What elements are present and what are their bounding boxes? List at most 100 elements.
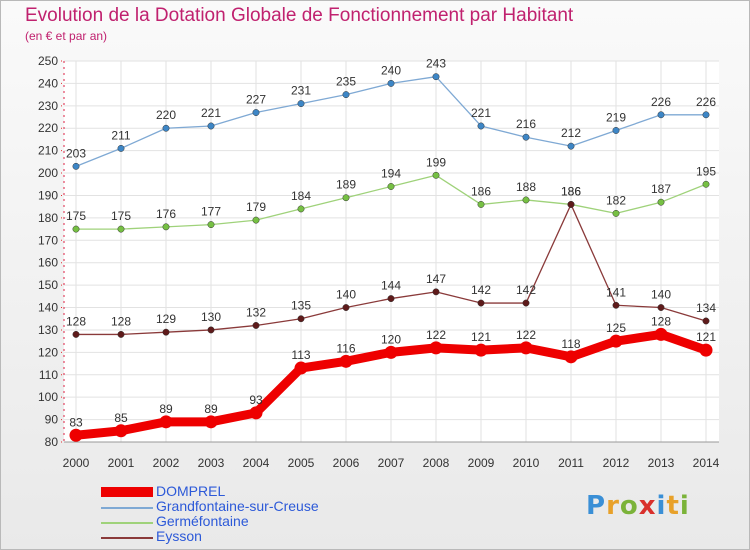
x-tick-label: 2001: [108, 456, 135, 470]
y-tick-label: 250: [38, 54, 58, 68]
data-label: 226: [651, 95, 671, 109]
x-tick-label: 2005: [288, 456, 315, 470]
data-label: 93: [249, 393, 263, 407]
logo-letter: x: [638, 491, 657, 521]
data-label: 120: [381, 332, 401, 346]
x-tick-label: 2011: [558, 456, 584, 470]
data-point: [564, 350, 578, 364]
data-label: 203: [66, 146, 86, 160]
data-point: [162, 223, 170, 231]
data-point: [159, 415, 173, 429]
data-point: [342, 194, 350, 202]
data-point: [432, 288, 440, 296]
data-point: [207, 221, 215, 229]
data-label: 220: [156, 108, 176, 122]
data-point: [117, 225, 125, 233]
data-label: 194: [381, 167, 401, 181]
x-tick-label: 2000: [63, 456, 90, 470]
data-label: 216: [516, 117, 536, 131]
data-point: [432, 73, 440, 81]
y-tick-label: 130: [38, 323, 58, 337]
logo-letter: t: [666, 491, 680, 521]
x-tick-label: 2013: [648, 456, 675, 470]
data-point: [657, 198, 665, 206]
data-point: [432, 171, 440, 179]
data-point: [342, 91, 350, 99]
logo-letter: i: [679, 491, 690, 521]
y-tick-label: 80: [45, 435, 59, 449]
data-point: [297, 100, 305, 108]
data-label: 231: [291, 84, 311, 98]
x-tick-label: 2012: [603, 456, 630, 470]
data-point: [654, 327, 668, 341]
y-tick-label: 110: [39, 368, 58, 382]
legend-label: DOMPREL: [156, 483, 226, 499]
y-tick-label: 180: [38, 211, 58, 225]
data-label: 211: [111, 128, 130, 142]
data-point: [249, 406, 263, 420]
data-label: 128: [66, 314, 86, 328]
y-tick-label: 140: [38, 301, 58, 315]
data-point: [567, 200, 575, 208]
data-label: 89: [204, 402, 218, 416]
data-point: [114, 424, 128, 438]
x-tick-label: 2008: [423, 456, 450, 470]
data-label: 184: [291, 189, 311, 203]
data-label: 140: [336, 288, 356, 302]
data-point: [702, 111, 710, 119]
data-point: [702, 180, 710, 188]
data-label: 175: [66, 209, 86, 223]
data-label: 128: [111, 314, 131, 328]
data-label: 116: [336, 341, 355, 355]
data-point: [207, 122, 215, 130]
proxiti-logo: Proxiti: [586, 491, 690, 521]
data-label: 113: [291, 348, 310, 362]
x-tick-label: 2006: [333, 456, 360, 470]
data-label: 186: [561, 184, 581, 198]
logo-letter: i: [656, 491, 667, 521]
data-label: 89: [159, 402, 173, 416]
y-tick-label: 160: [38, 256, 58, 270]
data-label: 227: [246, 93, 266, 107]
data-label: 182: [606, 193, 626, 207]
data-label: 235: [336, 75, 356, 89]
data-point: [252, 109, 260, 116]
data-point: [117, 144, 125, 152]
legend-swatch: [101, 522, 153, 524]
legend-swatch: [101, 537, 153, 539]
data-label: 147: [426, 272, 446, 286]
y-tick-label: 240: [38, 76, 58, 90]
data-label: 212: [561, 126, 581, 140]
data-label: 189: [336, 178, 356, 192]
data-point: [117, 330, 125, 338]
data-point: [699, 343, 713, 357]
data-label: 130: [201, 310, 221, 324]
data-label: 125: [606, 321, 626, 335]
data-label: 199: [426, 155, 446, 169]
legend-label: Germéfontaine: [156, 513, 249, 529]
data-label: 195: [696, 164, 716, 178]
data-label: 122: [426, 328, 446, 342]
data-label: 219: [606, 110, 626, 124]
data-point: [162, 328, 170, 336]
data-point: [477, 299, 485, 307]
data-label: 140: [651, 288, 671, 302]
data-label: 128: [651, 314, 671, 328]
data-label: 142: [516, 283, 536, 297]
data-point: [297, 205, 305, 213]
data-label: 132: [246, 305, 266, 319]
data-label: 221: [471, 106, 491, 120]
data-label: 83: [69, 415, 83, 429]
data-label: 176: [156, 207, 176, 221]
data-point: [657, 304, 665, 311]
data-label: 85: [114, 411, 128, 425]
data-label: 175: [111, 209, 131, 223]
data-point: [429, 341, 443, 355]
data-point: [657, 111, 665, 119]
legend-swatch: [101, 487, 153, 497]
data-point: [384, 345, 398, 359]
chart-title: Evolution de la Dotation Globale de Fonc…: [25, 5, 574, 26]
logo-letter: o: [619, 491, 639, 521]
y-tick-label: 120: [38, 345, 58, 359]
